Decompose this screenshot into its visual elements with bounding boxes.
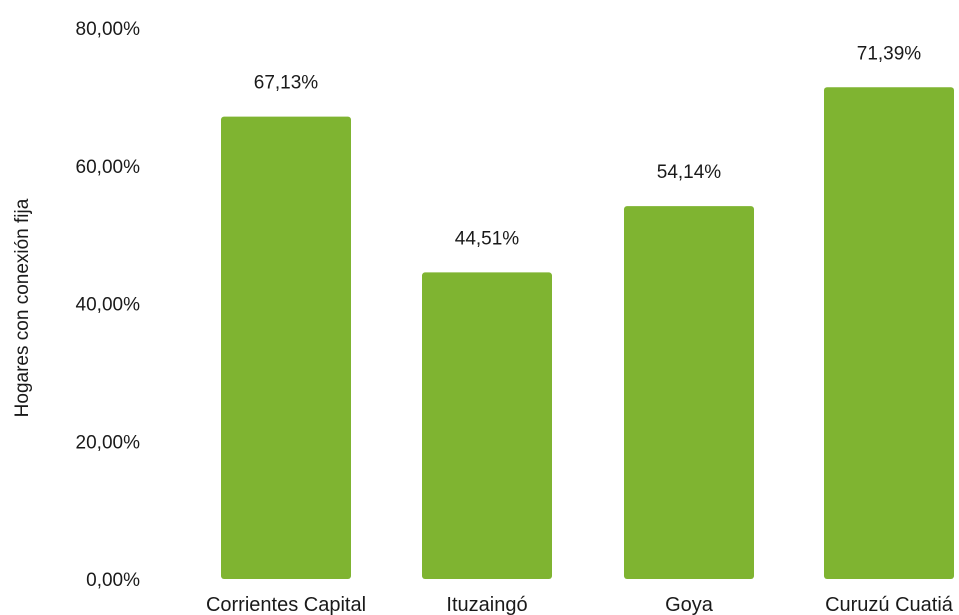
y-tick-label: 80,00%	[76, 19, 141, 40]
x-tick-label: Curuzú Cuatiá	[825, 594, 954, 615]
data-label: 71,39%	[857, 43, 922, 64]
bars	[221, 87, 954, 580]
bar	[221, 116, 351, 580]
data-labels: 67,13% 44,51% 54,14% 71,39%	[254, 43, 922, 249]
bar	[422, 272, 552, 579]
y-tick-label: 0,00%	[86, 570, 140, 591]
y-axis-ticks: 0,00% 20,00% 40,00% 60,00% 80,00%	[76, 19, 141, 591]
y-tick-label: 40,00%	[76, 295, 141, 316]
y-axis-label: Hogares con conexión fija	[12, 198, 33, 417]
x-tick-label: Ituzaingó	[446, 594, 527, 615]
bar	[624, 206, 754, 579]
x-axis-tick-labels: Corrientes Capital Ituzaingó Goya Curuzú Cu…	[206, 594, 954, 615]
x-tick-label: Corrientes Capital	[206, 594, 366, 615]
data-label: 44,51%	[455, 228, 520, 249]
y-tick-label: 60,00%	[76, 157, 141, 178]
bar	[824, 87, 954, 579]
data-label: 54,14%	[657, 162, 722, 183]
data-label: 67,13%	[254, 73, 319, 94]
y-tick-label: 20,00%	[76, 432, 141, 453]
x-tick-label: Goya	[665, 594, 714, 615]
